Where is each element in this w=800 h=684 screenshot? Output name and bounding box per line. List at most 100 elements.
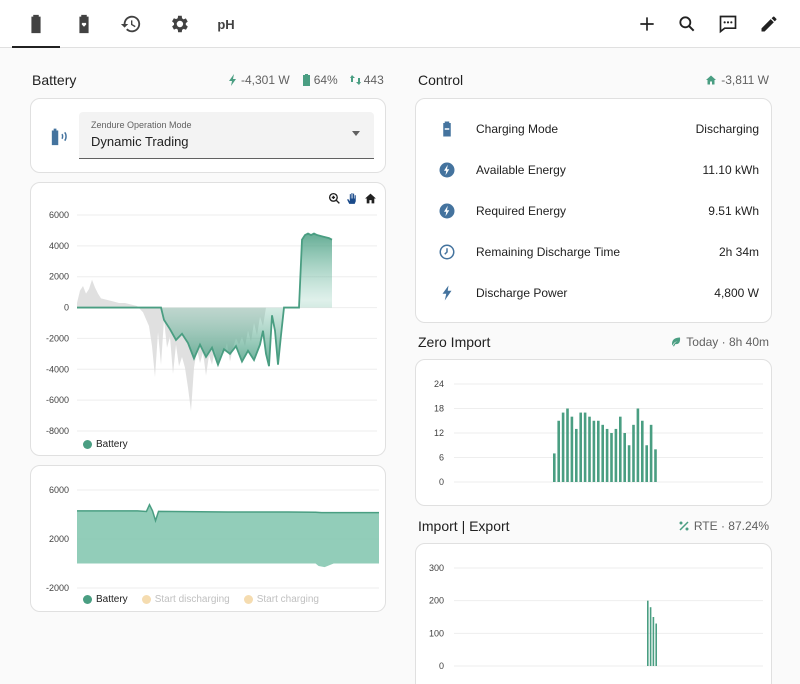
row-value: 11.10 kWh: [702, 162, 759, 177]
lightning-circle-icon: [435, 158, 459, 182]
import-export-bar: [655, 623, 657, 666]
y-tick-label: 24: [434, 379, 444, 389]
zero-import-bar: [610, 433, 613, 482]
row-label: Remaining Discharge Time: [476, 244, 621, 259]
reset-zoom-button[interactable]: [363, 191, 377, 205]
operation-mode-select[interactable]: Zendure Operation Mode Dynamic Trading: [79, 112, 374, 159]
y-tick-label: 12: [434, 428, 444, 438]
zero-import-bar: [597, 420, 600, 482]
tab-history[interactable]: [107, 0, 155, 48]
control-stats: -3,811 W: [705, 73, 769, 87]
y-tick-label: 2000: [49, 534, 69, 544]
search-button[interactable]: [671, 8, 703, 40]
control-card: Charging Mode Discharging Available Ener…: [415, 98, 772, 323]
zero-import-meta: Today · 8h 40m: [686, 335, 769, 349]
import-export-bar: [652, 617, 655, 666]
battery-soc-chart-card: 6000 2000 -2000 Battery Start discharging …: [30, 465, 386, 612]
operation-mode-value: Dynamic Trading: [91, 134, 189, 149]
import-export-title: Import | Export: [418, 518, 510, 534]
tab-battery-health[interactable]: [60, 0, 108, 48]
operation-mode-card: Zendure Operation Mode Dynamic Trading: [30, 98, 386, 173]
control-row-required-energy[interactable]: Required Energy 9.51 kWh: [416, 190, 772, 231]
plus-icon: [640, 17, 654, 31]
pan-tool-button[interactable]: [345, 191, 359, 205]
gear-icon: [172, 15, 188, 33]
control-row-available-energy[interactable]: Available Energy 11.10 kWh: [416, 149, 772, 190]
hand-icon: [346, 192, 356, 204]
legend-item-start-discharging[interactable]: Start discharging: [141, 594, 230, 605]
battery-icon: [31, 14, 41, 34]
legend-item-battery[interactable]: Battery: [83, 594, 128, 605]
legend-item-start-charging[interactable]: Start charging: [243, 594, 319, 605]
y-tick-label: -2000: [46, 583, 69, 593]
top-bar: pH: [0, 0, 800, 48]
home-icon: [364, 193, 376, 203]
legend-label: Start charging: [256, 594, 319, 605]
battery-series-line: [77, 232, 333, 368]
zero-import-bar: [553, 453, 556, 482]
tab-settings[interactable]: [155, 0, 203, 48]
legend-dot: [141, 595, 151, 604]
battery-level-icon: [302, 74, 310, 86]
home-icon: [706, 75, 717, 85]
battery-power: -4,301 W: [241, 73, 290, 87]
tab-battery[interactable]: [12, 0, 60, 48]
battery-soc-chart[interactable]: 6000 2000 -2000: [31, 466, 387, 611]
tab-ph[interactable]: pH: [202, 0, 250, 48]
battery-title: Battery: [32, 72, 77, 88]
legend-label: Battery: [96, 439, 128, 450]
lightning-icon: [229, 74, 236, 86]
import-export-card: 300 200 100 0: [415, 543, 772, 684]
zero-import-bar: [566, 408, 569, 482]
battery-heart-icon: [79, 14, 89, 34]
legend-dot: [83, 440, 92, 449]
row-value: 4,800 W: [714, 285, 759, 300]
y-tick-label: -2000: [46, 333, 69, 343]
zero-import-bar: [636, 408, 640, 482]
control-row-remaining-time[interactable]: Remaining Discharge Time 2h 34m: [416, 231, 772, 272]
y-tick-label: 6000: [49, 210, 69, 220]
legend-dot: [243, 595, 253, 604]
battery-stats: -4,301 W 64% 443: [228, 73, 384, 87]
zoom-tool-button[interactable]: [327, 191, 341, 205]
control-row-discharge-power[interactable]: Discharge Power 4,800 W: [416, 272, 772, 313]
zero-import-bar: [645, 445, 648, 482]
legend-label: Battery: [96, 594, 128, 605]
battery-power-chart-card: 6000 4000 2000 0 -2000 -4000 -6000 -8000 Batter…: [30, 182, 386, 456]
y-tick-label: 18: [434, 404, 444, 414]
edit-button[interactable]: [753, 8, 785, 40]
ph-icon: pH: [217, 16, 235, 32]
chart-legend: Battery Start discharging Start charging: [83, 594, 327, 605]
comment-icon: [719, 15, 737, 34]
add-button[interactable]: [631, 8, 663, 40]
percent-icon: [679, 521, 689, 531]
cycles-icon: [349, 75, 361, 85]
y-tick-label: 4000: [49, 241, 69, 251]
control-title: Control: [418, 72, 464, 88]
zero-import-bar: [583, 412, 587, 482]
zero-import-chart[interactable]: 24 18 12 6 0: [416, 360, 773, 505]
zero-import-stats: Today · 8h 40m: [670, 335, 769, 349]
row-value: 9.51 kWh: [708, 203, 759, 218]
zero-import-bar: [632, 424, 635, 482]
control-row-charging-mode[interactable]: Charging Mode Discharging: [416, 108, 772, 149]
legend-item-battery[interactable]: Battery: [83, 439, 128, 450]
assist-button[interactable]: [712, 8, 744, 40]
row-label: Required Energy: [476, 203, 567, 218]
row-label: Charging Mode: [476, 121, 559, 136]
y-tick-label: 6000: [49, 485, 69, 495]
row-value: 2h 34m: [718, 244, 759, 259]
battery-series-area: [77, 233, 332, 367]
battery-icon: [435, 117, 459, 141]
import-export-bar: [647, 600, 649, 666]
zero-import-bar: [623, 433, 626, 482]
search-icon: [679, 16, 695, 32]
battery-power-chart[interactable]: 6000 4000 2000 0 -2000 -4000 -6000 -8000: [31, 183, 387, 455]
pencil-icon: [761, 16, 777, 32]
zero-import-bar: [614, 428, 618, 482]
import-export-stats: RTE · 87.24%: [678, 519, 769, 533]
zero-import-bar: [654, 449, 657, 482]
history-icon: [120, 15, 141, 33]
zero-import-bar: [601, 424, 604, 482]
import-export-chart[interactable]: 300 200 100 0: [416, 544, 773, 684]
